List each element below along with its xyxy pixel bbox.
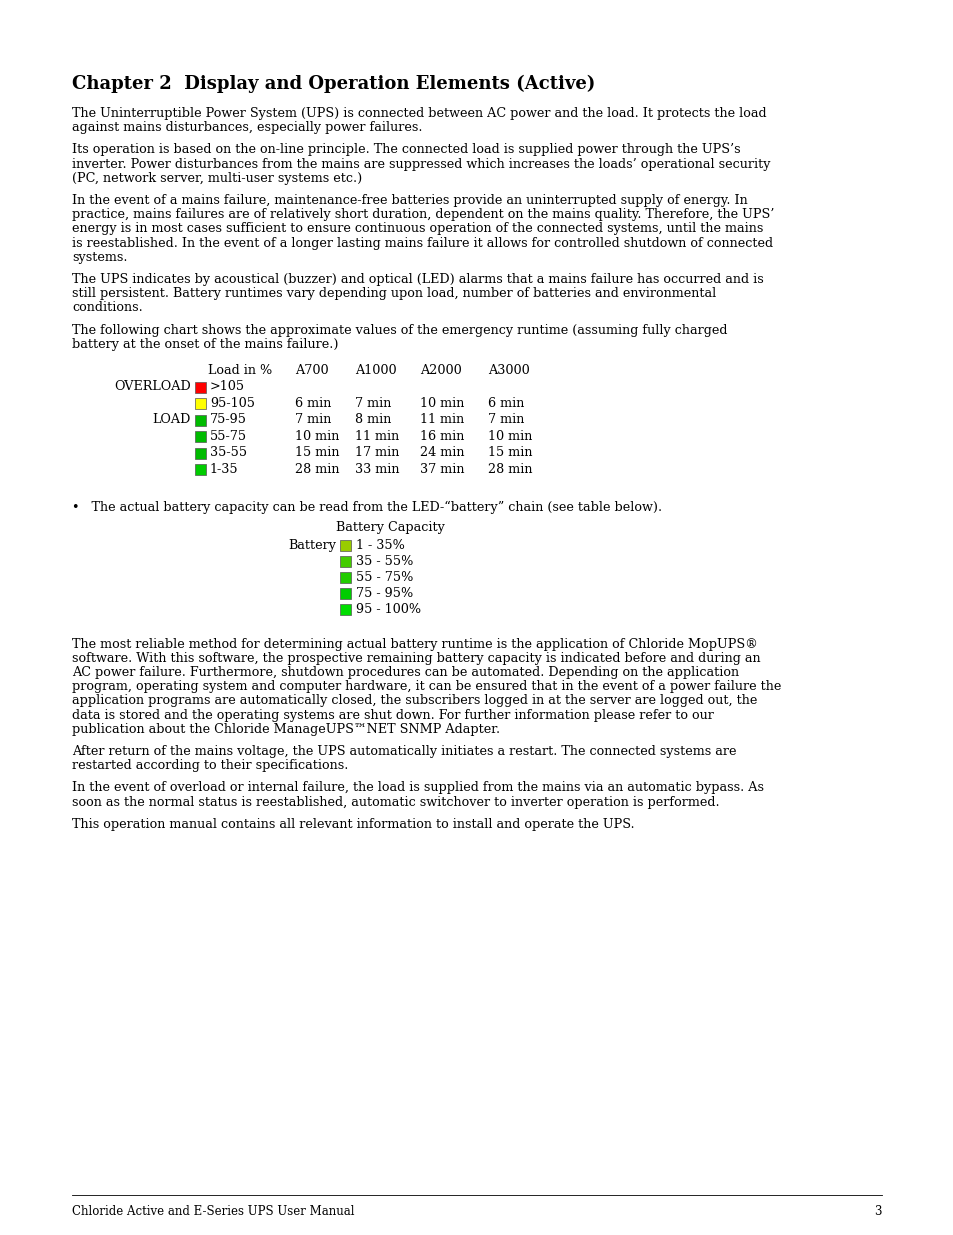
Text: 8 min: 8 min xyxy=(355,414,391,426)
Text: The UPS indicates by acoustical (buzzer) and optical (LED) alarms that a mains f: The UPS indicates by acoustical (buzzer)… xyxy=(71,273,763,287)
Text: 75 - 95%: 75 - 95% xyxy=(355,587,413,600)
Text: data is stored and the operating systems are shut down. For further information : data is stored and the operating systems… xyxy=(71,709,713,721)
Text: restarted according to their specifications.: restarted according to their specificati… xyxy=(71,760,348,772)
Text: application programs are automatically closed, the subscribers logged in at the : application programs are automatically c… xyxy=(71,694,757,708)
Text: 55-75: 55-75 xyxy=(210,430,247,442)
Text: 6 min: 6 min xyxy=(294,396,331,410)
Text: A2000: A2000 xyxy=(419,364,461,377)
Text: OVERLOAD: OVERLOAD xyxy=(114,380,191,393)
Text: battery at the onset of the mains failure.): battery at the onset of the mains failur… xyxy=(71,338,338,351)
Text: systems.: systems. xyxy=(71,251,128,264)
Text: Battery: Battery xyxy=(288,538,335,552)
Text: 95 - 100%: 95 - 100% xyxy=(355,604,420,616)
Text: energy is in most cases sufficient to ensure continuous operation of the connect: energy is in most cases sufficient to en… xyxy=(71,222,762,236)
Text: (PC, network server, multi-user systems etc.): (PC, network server, multi-user systems … xyxy=(71,172,362,185)
Text: LOAD: LOAD xyxy=(152,414,191,426)
Text: practice, mains failures are of relatively short duration, dependent on the main: practice, mains failures are of relative… xyxy=(71,209,774,221)
Text: Battery Capacity: Battery Capacity xyxy=(335,521,444,535)
Bar xyxy=(339,572,351,583)
Text: 7 min: 7 min xyxy=(294,414,331,426)
Text: The Uninterruptible Power System (UPS) is connected between AC power and the loa: The Uninterruptible Power System (UPS) i… xyxy=(71,107,766,120)
Bar xyxy=(194,399,206,410)
Text: 24 min: 24 min xyxy=(419,446,464,459)
Text: Chapter 2  Display and Operation Elements (Active): Chapter 2 Display and Operation Elements… xyxy=(71,75,595,94)
Text: This operation manual contains all relevant information to install and operate t: This operation manual contains all relev… xyxy=(71,818,634,831)
Bar xyxy=(194,382,206,393)
Text: 35 - 55%: 35 - 55% xyxy=(355,555,413,568)
Text: >105: >105 xyxy=(210,380,245,393)
Text: The most reliable method for determining actual battery runtime is the applicati: The most reliable method for determining… xyxy=(71,637,757,651)
Text: 10 min: 10 min xyxy=(488,430,532,442)
Text: In the event of a mains failure, maintenance-free batteries provide an uninterru: In the event of a mains failure, mainten… xyxy=(71,194,747,207)
Bar xyxy=(339,540,351,551)
Text: 6 min: 6 min xyxy=(488,396,524,410)
Text: inverter. Power disturbances from the mains are suppressed which increases the l: inverter. Power disturbances from the ma… xyxy=(71,158,770,170)
Text: soon as the normal status is reestablished, automatic switchover to inverter ope: soon as the normal status is reestablish… xyxy=(71,795,719,809)
Text: A3000: A3000 xyxy=(488,364,529,377)
Text: is reestablished. In the event of a longer lasting mains failure it allows for c: is reestablished. In the event of a long… xyxy=(71,237,772,249)
Text: 7 min: 7 min xyxy=(355,396,391,410)
Text: 10 min: 10 min xyxy=(419,396,464,410)
Text: A700: A700 xyxy=(294,364,328,377)
Text: Load in %: Load in % xyxy=(208,364,272,377)
Text: 33 min: 33 min xyxy=(355,463,399,475)
Text: program, operating system and computer hardware, it can be ensured that in the e: program, operating system and computer h… xyxy=(71,680,781,693)
Text: After return of the mains voltage, the UPS automatically initiates a restart. Th: After return of the mains voltage, the U… xyxy=(71,745,736,758)
Text: conditions.: conditions. xyxy=(71,301,143,315)
Text: •   The actual battery capacity can be read from the LED-“battery” chain (see ta: • The actual battery capacity can be rea… xyxy=(71,501,661,515)
Bar xyxy=(339,556,351,567)
Bar xyxy=(194,464,206,475)
Text: 10 min: 10 min xyxy=(294,430,339,442)
Text: 17 min: 17 min xyxy=(355,446,399,459)
Bar xyxy=(194,431,206,442)
Text: 15 min: 15 min xyxy=(294,446,339,459)
Bar xyxy=(194,448,206,459)
Bar xyxy=(339,604,351,615)
Text: In the event of overload or internal failure, the load is supplied from the main: In the event of overload or internal fai… xyxy=(71,782,763,794)
Text: The following chart shows the approximate values of the emergency runtime (assum: The following chart shows the approximat… xyxy=(71,324,727,337)
Text: 75-95: 75-95 xyxy=(210,414,247,426)
Text: 28 min: 28 min xyxy=(488,463,532,475)
Text: 28 min: 28 min xyxy=(294,463,339,475)
Text: 35-55: 35-55 xyxy=(210,446,247,459)
Text: 3: 3 xyxy=(874,1205,882,1218)
Text: 1-35: 1-35 xyxy=(210,463,238,475)
Text: 7 min: 7 min xyxy=(488,414,524,426)
Bar xyxy=(339,588,351,599)
Text: 37 min: 37 min xyxy=(419,463,464,475)
Text: 95-105: 95-105 xyxy=(210,396,254,410)
Text: Its operation is based on the on-line principle. The connected load is supplied : Its operation is based on the on-line pr… xyxy=(71,143,740,157)
Text: against mains disturbances, especially power failures.: against mains disturbances, especially p… xyxy=(71,121,422,135)
Text: A1000: A1000 xyxy=(355,364,396,377)
Text: software. With this software, the prospective remaining battery capacity is indi: software. With this software, the prospe… xyxy=(71,652,760,664)
Text: 55 - 75%: 55 - 75% xyxy=(355,571,413,584)
Text: Chloride Active and E-Series UPS User Manual: Chloride Active and E-Series UPS User Ma… xyxy=(71,1205,355,1218)
Text: AC power failure. Furthermore, shutdown procedures can be automated. Depending o: AC power failure. Furthermore, shutdown … xyxy=(71,666,739,679)
Text: publication about the Chloride ManageUPS™​NET SNMP Adapter.: publication about the Chloride ManageUPS… xyxy=(71,722,499,736)
Text: 11 min: 11 min xyxy=(355,430,399,442)
Text: 11 min: 11 min xyxy=(419,414,464,426)
Text: still persistent. Battery runtimes vary depending upon load, number of batteries: still persistent. Battery runtimes vary … xyxy=(71,288,716,300)
Text: 1 - 35%: 1 - 35% xyxy=(355,538,404,552)
Text: 16 min: 16 min xyxy=(419,430,464,442)
Bar xyxy=(194,415,206,426)
Text: 15 min: 15 min xyxy=(488,446,532,459)
